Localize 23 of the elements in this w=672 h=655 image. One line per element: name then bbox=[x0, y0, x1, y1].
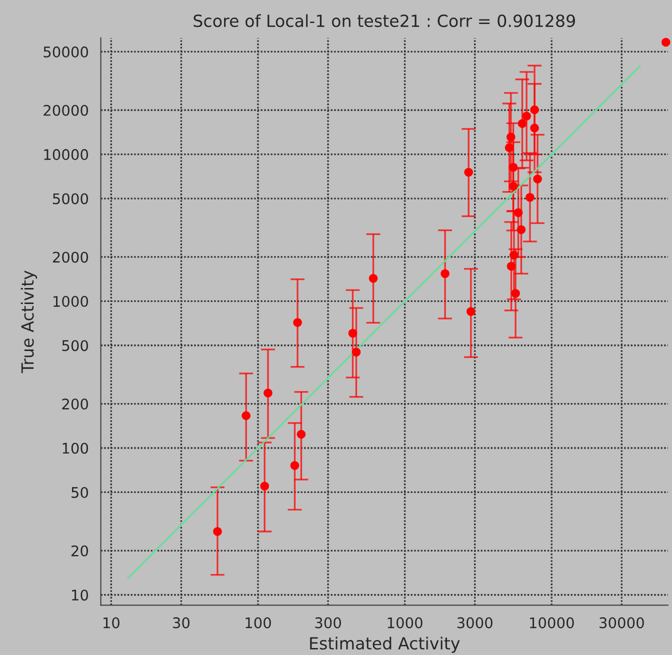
y-axis-title: True Activity bbox=[20, 270, 38, 374]
x-tick-label: 1000 bbox=[388, 617, 422, 628]
y-tick-label: 10 bbox=[72, 590, 88, 601]
y-tick-label: 50 bbox=[72, 486, 88, 498]
x-tick-label: 30000 bbox=[600, 617, 644, 628]
chart-title: Score of Local-1 on teste21 : Corr = 0.901289 bbox=[194, 14, 575, 28]
x-tick-label: 30 bbox=[173, 617, 190, 628]
y-tick-label: 100 bbox=[62, 442, 88, 454]
y-tick-label: 200 bbox=[62, 398, 88, 410]
x-axis-title: Estimated Activity bbox=[310, 636, 460, 653]
y-tick-label: 10000 bbox=[44, 149, 88, 160]
x-tick-label: 3000 bbox=[457, 617, 492, 628]
x-tick-label: 10 bbox=[103, 617, 120, 628]
x-tick-label: 100 bbox=[246, 617, 271, 628]
x-tick-label: 10000 bbox=[530, 617, 574, 628]
y-tick-label: 500 bbox=[62, 340, 88, 352]
x-tick-label: 300 bbox=[315, 617, 341, 628]
y-tick-label: 50000 bbox=[44, 46, 88, 58]
y-tick-label: 2000 bbox=[52, 252, 88, 263]
y-tick-label: 5000 bbox=[53, 193, 88, 204]
y-tick-label: 1000 bbox=[53, 296, 88, 307]
y-tick-label: 20000 bbox=[44, 104, 88, 116]
y-tick-label: 20 bbox=[72, 545, 88, 556]
